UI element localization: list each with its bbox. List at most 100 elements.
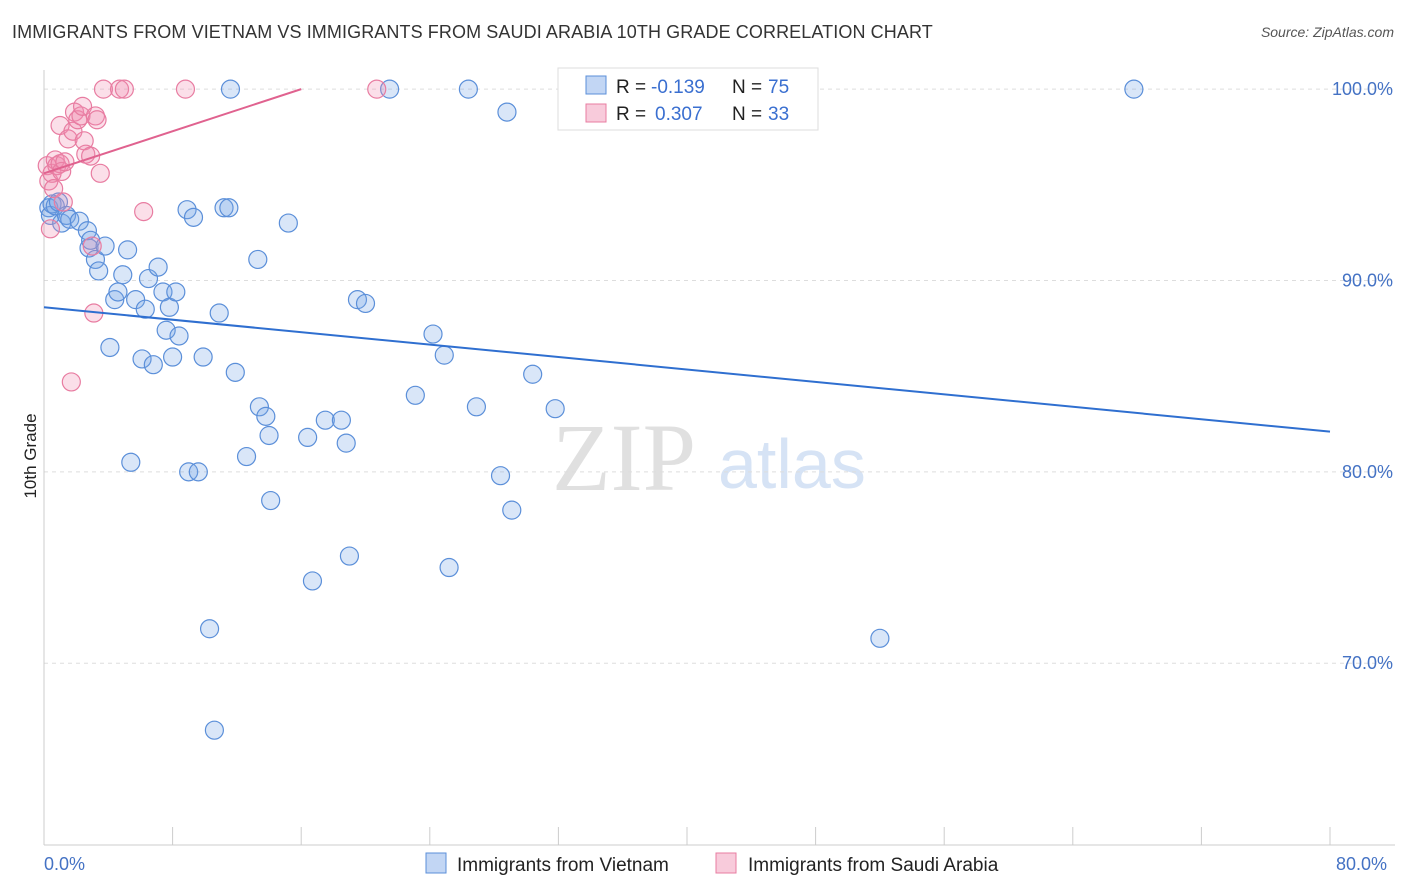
- vietnam-point-39: [204, 720, 224, 740]
- vietnam-point-18: [113, 265, 133, 285]
- vietnam-point-40: [209, 303, 229, 323]
- vietnam-point-45: [236, 446, 257, 467]
- vietnam-point-57: [339, 546, 360, 566]
- vietnam-point-37: [193, 347, 213, 367]
- vietnam-point-19: [117, 240, 138, 260]
- vietnam-point-64: [439, 557, 459, 578]
- legend-bottom-label-saudi: Immigrants from Saudi Arabia: [748, 855, 999, 876]
- vietnam-point-51: [278, 213, 298, 233]
- trend-lines: [43, 88, 1331, 433]
- vietnam-point-34: [179, 462, 199, 482]
- vietnam-point-68: [497, 102, 517, 122]
- saudi-point-17: [71, 106, 91, 126]
- vietnam-point-35: [183, 207, 204, 227]
- legend-bottom-swatch-saudi: [715, 852, 737, 874]
- x-tick-label-min: 0.0%: [44, 854, 85, 874]
- y-tick-label-0: 100.0%: [1332, 79, 1393, 99]
- y-tick-label-1: 90.0%: [1342, 270, 1393, 290]
- vietnam-point-38: [199, 619, 220, 639]
- vietnam-point-30: [163, 347, 183, 367]
- vietnam-point-56: [336, 433, 356, 453]
- saudi-point-18: [72, 96, 93, 116]
- vietnam-point-48: [256, 406, 276, 426]
- saudi-point-11: [55, 152, 75, 172]
- vietnam-point-52: [298, 427, 318, 448]
- vietnam-point-26: [148, 257, 168, 277]
- vietnam-point-44: [225, 362, 245, 382]
- vietnam-point-63: [434, 345, 454, 365]
- saudi-point-2: [40, 219, 61, 239]
- y-tick-label-2: 80.0%: [1342, 462, 1393, 482]
- chart-title: IMMIGRANTS FROM VIETNAM VS IMMIGRANTS FR…: [12, 22, 933, 42]
- saudi-point-30: [134, 202, 154, 222]
- vietnam-point-25: [143, 355, 163, 375]
- legend-swatch-saudi: [585, 103, 607, 123]
- vietnam-point-49: [259, 425, 279, 446]
- vietnam-point-23: [135, 299, 155, 319]
- saudi-point-25: [87, 110, 107, 130]
- x-tick-label-max: 80.0%: [1336, 854, 1387, 874]
- legend-r-label-vietnam: R =: [616, 77, 646, 98]
- vietnam-point-62: [423, 324, 443, 344]
- vietnam-point-10: [79, 238, 99, 258]
- legend-n-label-vietnam: N =: [732, 77, 762, 98]
- vietnam-point-54: [315, 410, 335, 430]
- vietnam-point-65: [458, 79, 478, 99]
- legend-bottom-swatch-vietnam: [425, 852, 447, 874]
- vietnam-point-13: [89, 261, 109, 281]
- vietnam-point-20: [121, 452, 141, 472]
- saudi-point-27: [93, 79, 114, 99]
- source-label: Source: ZipAtlas.com: [1260, 24, 1394, 40]
- vietnam-point-53: [302, 571, 323, 591]
- vietnam-point-55: [331, 410, 351, 430]
- trend-line-vietnam: [43, 306, 1331, 433]
- vietnam-point-73: [870, 628, 890, 648]
- legend-n-label-saudi: N =: [732, 104, 762, 125]
- gridlines: [44, 88, 1395, 664]
- legend-swatch-vietnam: [585, 75, 607, 95]
- legend-r-value-vietnam: -0.139: [651, 77, 705, 98]
- vietnam-point-74: [1124, 79, 1144, 99]
- saudi-point-10: [53, 192, 73, 212]
- saudi-point-4: [44, 179, 64, 199]
- vietnam-point-17: [108, 282, 128, 302]
- legend-r-label-saudi: R =: [616, 104, 646, 125]
- vietnam-point-69: [502, 500, 522, 520]
- series-legend: Immigrants from Vietnam Immigrants from …: [425, 852, 999, 876]
- vietnam-point-7: [60, 209, 80, 229]
- legend-n-value-vietnam: 75: [768, 77, 789, 98]
- y-tick-label-3: 70.0%: [1342, 653, 1393, 673]
- watermark: ZIP atlas: [552, 404, 866, 511]
- watermark-atlas: atlas: [718, 425, 866, 503]
- saudi-point-31: [175, 79, 196, 99]
- vietnam-point-36: [188, 462, 208, 482]
- saudi-point-32: [367, 79, 387, 99]
- vietnam-point-71: [545, 399, 565, 419]
- vietnam-point-46: [248, 249, 268, 270]
- vietnam-point-22: [132, 349, 152, 369]
- vietnam-point-47: [249, 397, 270, 417]
- vietnam-point-42: [219, 198, 239, 218]
- vietnam-point-50: [261, 490, 281, 511]
- watermark-zip: ZIP: [552, 404, 696, 511]
- vietnam-point-61: [405, 385, 425, 405]
- y-tick-labels: 100.0% 90.0% 80.0% 70.0%: [1332, 79, 1393, 673]
- vietnam-point-59: [355, 293, 376, 314]
- y-axis-title: 10th Grade: [21, 413, 40, 498]
- vietnam-point-31: [166, 282, 186, 302]
- legend-n-value-saudi: 33: [768, 104, 789, 125]
- vietnam-point-67: [490, 466, 511, 486]
- series-saudi-points: [37, 79, 387, 392]
- vietnam-point-32: [169, 326, 189, 346]
- vietnam-point-66: [466, 397, 487, 417]
- series-vietnam-points: [39, 79, 1144, 740]
- vietnam-point-70: [523, 364, 543, 384]
- saudi-point-29: [114, 79, 134, 99]
- legend-box: [557, 67, 819, 131]
- saudi-point-26: [90, 163, 110, 183]
- correlation-legend: R = -0.139 N = 75 R = 0.307 N = 33: [557, 67, 819, 131]
- legend-r-value-saudi: 0.307: [655, 104, 703, 125]
- vietnam-point-43: [220, 79, 241, 99]
- vietnam-point-41: [214, 198, 234, 218]
